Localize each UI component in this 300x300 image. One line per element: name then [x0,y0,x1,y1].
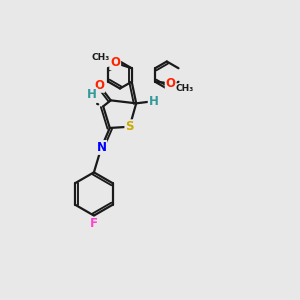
Text: N: N [96,141,106,154]
Text: H: H [87,88,97,101]
Text: F: F [90,218,98,230]
Text: O: O [110,56,120,69]
Text: O: O [166,77,176,90]
Text: S: S [125,120,134,133]
Text: O: O [94,79,104,92]
Text: H: H [149,95,158,108]
Text: CH₃: CH₃ [92,53,110,62]
Text: CH₃: CH₃ [176,84,194,93]
